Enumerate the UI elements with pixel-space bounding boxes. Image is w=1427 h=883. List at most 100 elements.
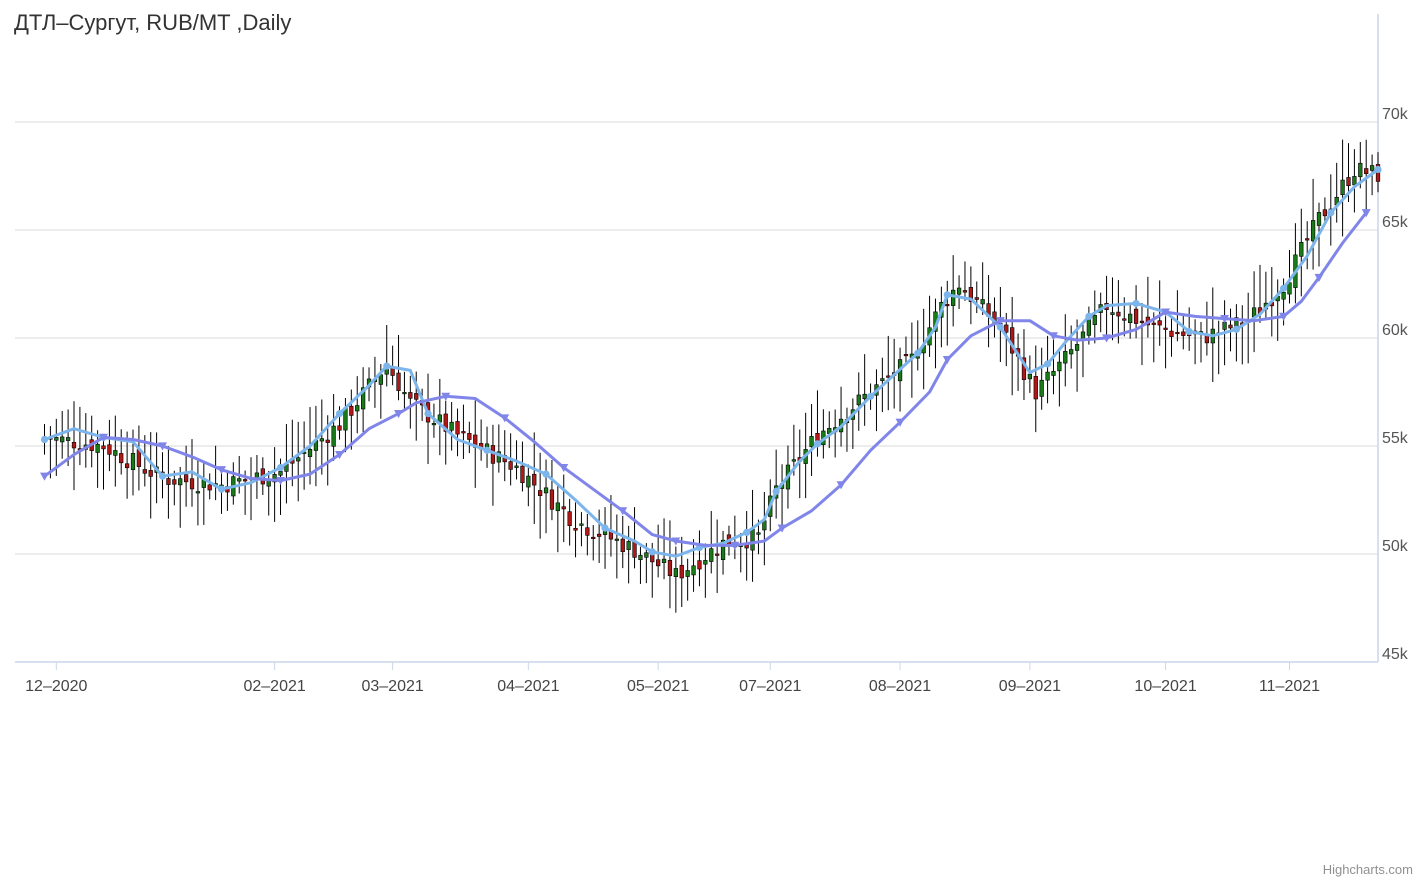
candle-body[interactable]	[1228, 324, 1233, 329]
slow-line-point[interactable]	[836, 481, 846, 490]
candle-body[interactable]	[532, 473, 537, 486]
candle-body[interactable]	[142, 469, 147, 474]
candle-body[interactable]	[113, 450, 118, 456]
slow-line-point[interactable]	[1279, 312, 1289, 321]
fast-line-point[interactable]	[943, 291, 951, 299]
candle-body[interactable]	[254, 472, 260, 479]
candle-body[interactable]	[1045, 371, 1050, 381]
candle-body[interactable]	[1175, 331, 1180, 335]
candle-body[interactable]	[1086, 319, 1092, 336]
candle-body[interactable]	[189, 478, 195, 490]
fast-line-point[interactable]	[217, 485, 226, 493]
candle-body[interactable]	[95, 443, 100, 453]
candle-body[interactable]	[166, 478, 171, 485]
candle-body[interactable]	[561, 506, 566, 510]
candle-body[interactable]	[579, 523, 584, 526]
candle-body[interactable]	[1039, 379, 1044, 397]
candle-body[interactable]	[685, 570, 690, 577]
candle-body[interactable]	[1222, 321, 1227, 330]
fast-line-point[interactable]	[813, 440, 822, 448]
fast-line-point[interactable]	[542, 470, 550, 478]
slow-line-point[interactable]	[1361, 209, 1371, 218]
candle-body[interactable]	[319, 438, 324, 442]
fast-line-point[interactable]	[158, 472, 167, 480]
candle-body[interactable]	[697, 560, 702, 570]
candle-body[interactable]	[1369, 165, 1375, 171]
slow-line-point[interactable]	[441, 392, 451, 401]
candle-body[interactable]	[1358, 162, 1363, 178]
candle-body[interactable]	[331, 425, 336, 447]
candle-body[interactable]	[1057, 361, 1062, 372]
candle-body[interactable]	[1181, 331, 1186, 336]
candle-body[interactable]	[355, 405, 360, 412]
candle-body[interactable]	[461, 431, 466, 434]
candle-body[interactable]	[597, 533, 602, 537]
candle-body[interactable]	[555, 502, 560, 512]
fast-line-point[interactable]	[1043, 360, 1052, 368]
candle-body[interactable]	[585, 527, 590, 536]
candle-body[interactable]	[903, 354, 909, 357]
candle-body[interactable]	[791, 459, 796, 462]
candle-body[interactable]	[237, 478, 242, 482]
candle-body[interactable]	[54, 437, 59, 441]
candle-body[interactable]	[809, 436, 814, 448]
candle-body[interactable]	[951, 289, 956, 306]
candle-body[interactable]	[1004, 324, 1009, 333]
candle-body[interactable]	[1092, 315, 1097, 325]
candle-body[interactable]	[130, 453, 136, 470]
fast-line-point[interactable]	[1185, 327, 1193, 336]
slow-line-point[interactable]	[995, 317, 1005, 326]
fast-line-point[interactable]	[914, 349, 922, 357]
candle-body[interactable]	[968, 287, 973, 302]
candle-body[interactable]	[1305, 238, 1310, 241]
fast-line-point[interactable]	[1374, 165, 1382, 174]
slow-line-point[interactable]	[1220, 314, 1230, 324]
fast-line-point[interactable]	[1279, 284, 1288, 292]
fast-line-point[interactable]	[276, 464, 285, 472]
candle-body[interactable]	[915, 356, 920, 359]
candle-body[interactable]	[644, 552, 649, 558]
candle-body[interactable]	[703, 560, 708, 565]
candle-body[interactable]	[656, 559, 661, 567]
candle-body[interactable]	[632, 541, 637, 558]
candle-body[interactable]	[1151, 322, 1156, 325]
slow-line-point[interactable]	[671, 537, 681, 546]
candle-body[interactable]	[514, 465, 519, 468]
fast-line-point[interactable]	[40, 435, 49, 444]
slow-line-point[interactable]	[217, 466, 227, 475]
fast-line-point[interactable]	[1085, 312, 1093, 320]
candle-body[interactable]	[402, 392, 407, 395]
candle-body[interactable]	[65, 437, 71, 441]
candle-body[interactable]	[467, 433, 472, 440]
candle-body[interactable]	[1116, 311, 1121, 317]
candle-body[interactable]	[1346, 177, 1351, 187]
candle-body[interactable]	[349, 405, 354, 416]
candle-body[interactable]	[71, 442, 77, 449]
candle-body[interactable]	[449, 421, 454, 431]
candle-body[interactable]	[1128, 313, 1133, 324]
candle-body[interactable]	[1110, 312, 1115, 315]
candle-body[interactable]	[378, 374, 383, 385]
candle-body[interactable]	[414, 393, 419, 400]
candle-body[interactable]	[431, 423, 437, 426]
candle-body[interactable]	[1299, 241, 1304, 257]
candle-body[interactable]	[496, 451, 501, 463]
candle-body[interactable]	[178, 478, 183, 486]
fast-line-point[interactable]	[648, 548, 656, 556]
slow-line-point[interactable]	[895, 418, 905, 427]
candle-body[interactable]	[538, 490, 543, 496]
candle-body[interactable]	[980, 299, 985, 305]
candle-body[interactable]	[1316, 212, 1322, 226]
candle-body[interactable]	[709, 548, 714, 562]
candle-body[interactable]	[962, 290, 968, 293]
candle-body[interactable]	[661, 558, 667, 563]
candle-body[interactable]	[1069, 349, 1074, 355]
slow-line-point[interactable]	[559, 464, 569, 473]
candle-body[interactable]	[242, 479, 248, 482]
candle-body[interactable]	[691, 565, 696, 576]
slow-line-point[interactable]	[777, 524, 787, 533]
candle-body[interactable]	[455, 421, 460, 435]
candle-body[interactable]	[880, 378, 885, 381]
candle-body[interactable]	[360, 387, 366, 410]
candle-body[interactable]	[207, 484, 212, 491]
